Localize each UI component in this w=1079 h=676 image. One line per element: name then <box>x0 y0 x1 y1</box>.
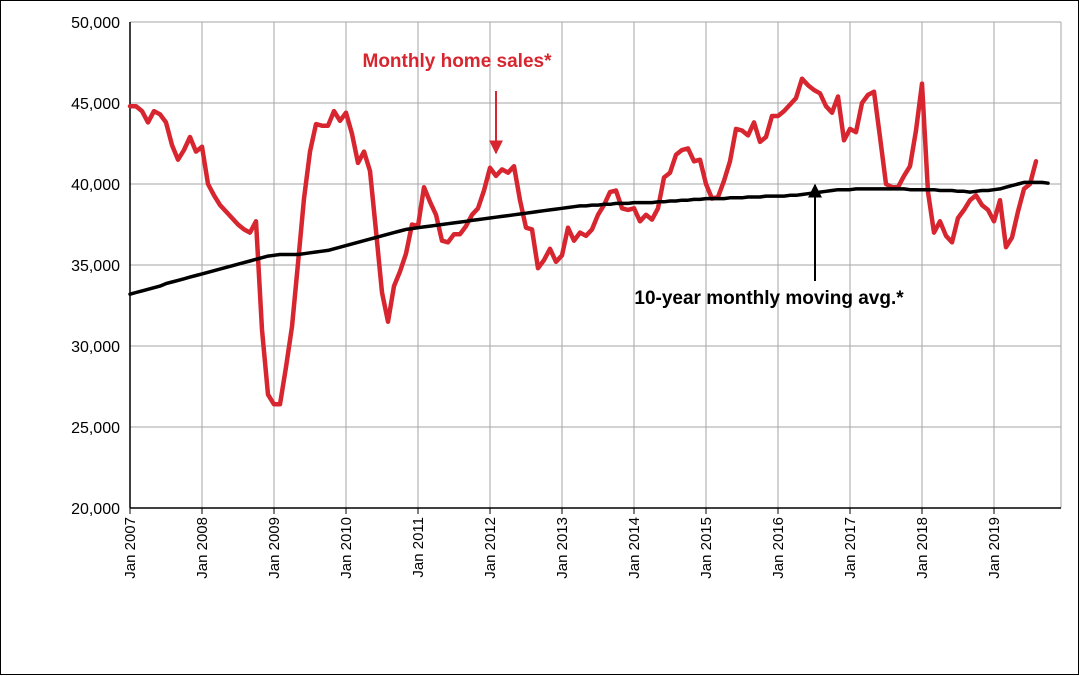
x-tick-label: Jan 2012 <box>482 517 499 579</box>
y-tick-label: 40,000 <box>71 177 120 194</box>
series-line-monthly-home-sales <box>127 76 1039 407</box>
x-tick-labels: Jan 2007 Jan 2008 Jan 2009 Jan 2010 Jan 2011… <box>122 517 1003 579</box>
x-tick-label: Jan 2008 <box>194 517 211 579</box>
x-tick-label: Jan 2013 <box>554 517 571 579</box>
y-tick-labels: 20,000 25,000 30,000 35,000 40,000 45,000 50,0… <box>71 15 120 518</box>
y-tick-label: 35,000 <box>71 258 120 275</box>
x-tick-label: Jan 2009 <box>266 517 283 579</box>
x-tick-label: Jan 2019 <box>986 517 1003 579</box>
y-tick-label: 30,000 <box>71 339 120 356</box>
x-tick-label: Jan 2011 <box>410 517 427 578</box>
series-lines <box>127 76 1050 407</box>
series-line-moving-average <box>128 180 1050 296</box>
annotation-moving-average: 10-year monthly moving avg.* <box>634 288 904 309</box>
y-tick-label: 25,000 <box>71 420 120 437</box>
x-tick-label: Jan 2017 <box>842 517 859 579</box>
x-tick-label: Jan 2016 <box>770 517 787 579</box>
x-tick-label: Jan 2007 <box>122 517 139 579</box>
y-tick-label: 45,000 <box>71 96 120 113</box>
axes <box>129 22 1061 514</box>
annotations: Monthly home sales* 10-year monthly movin… <box>363 51 905 309</box>
annotation-monthly-home-sales: Monthly home sales* <box>363 51 553 72</box>
x-tick-label: Jan 2014 <box>626 517 643 579</box>
y-tick-label: 50,000 <box>71 15 120 32</box>
x-tick-label: Jan 2018 <box>914 517 931 579</box>
x-tick-label: Jan 2015 <box>698 517 715 579</box>
x-tick-label: Jan 2010 <box>338 517 355 579</box>
y-tick-label: 20,000 <box>71 501 120 518</box>
